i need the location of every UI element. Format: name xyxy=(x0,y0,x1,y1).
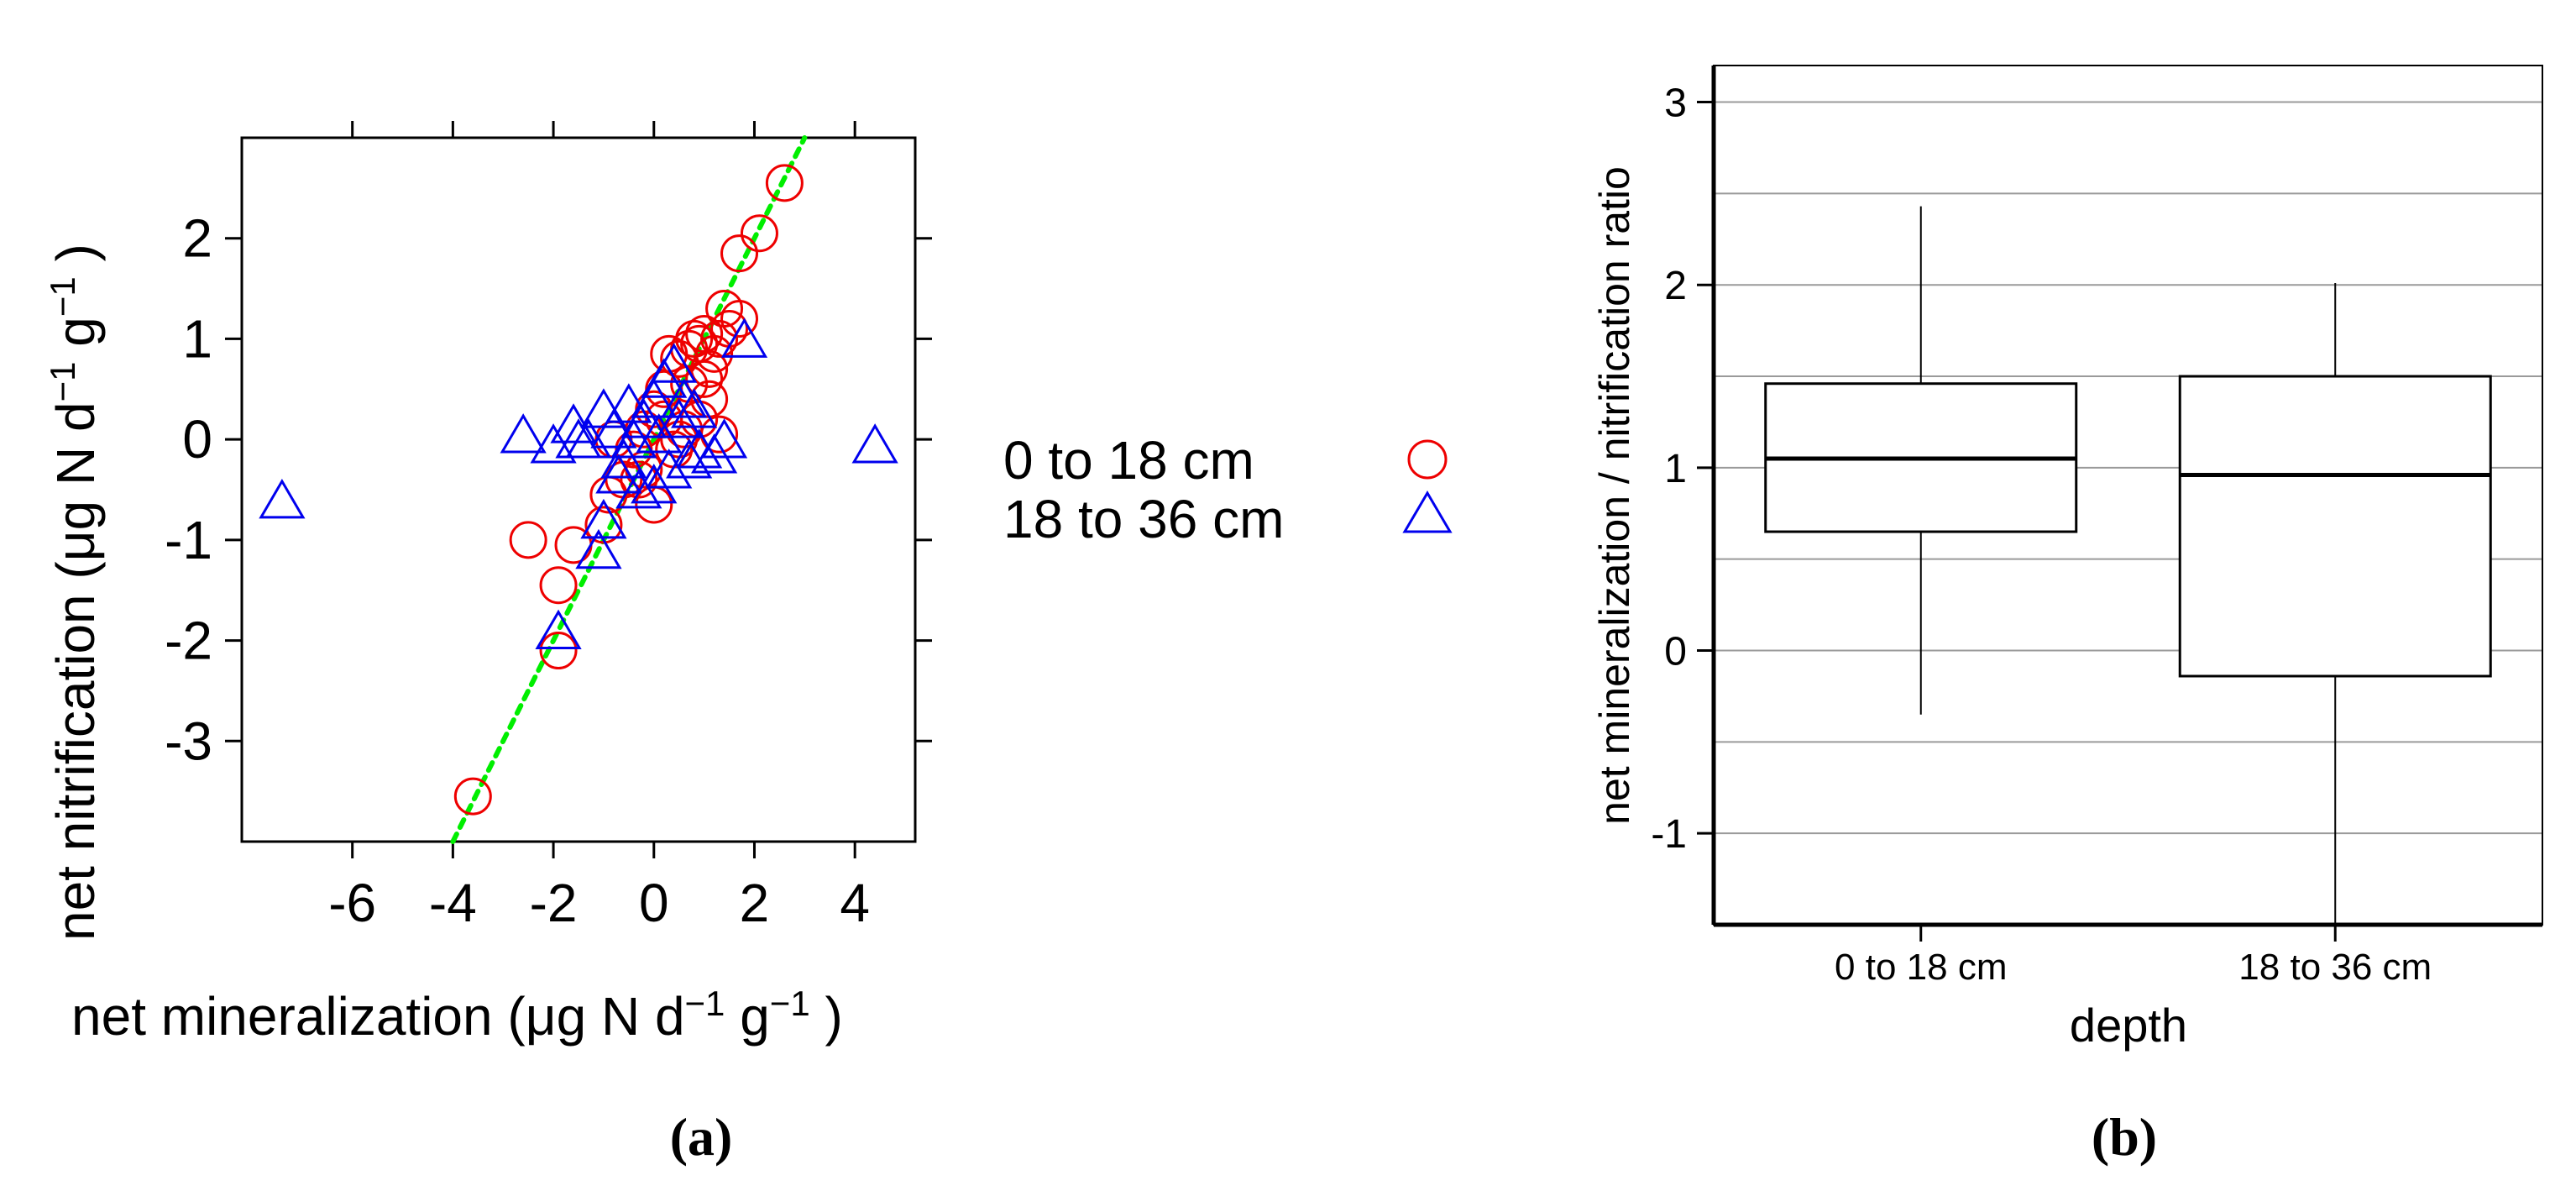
panel-b: -1 0 1 2 3 0 to 18 cm 18 to 36 cm depth net mi… xyxy=(1591,65,2543,1167)
point-circle xyxy=(635,485,673,524)
y-tick-label-b: 3 xyxy=(1664,81,1687,126)
scatter-points xyxy=(259,164,898,816)
y-tick-label-b: 2 xyxy=(1664,264,1687,308)
point-circle xyxy=(539,632,578,670)
point-triangle xyxy=(631,464,678,504)
tick-labels-b: -1 0 1 2 3 0 to 18 cm 18 to 36 cm xyxy=(1651,81,2432,988)
point-triangle xyxy=(851,423,898,464)
tick-labels-a: -6 -4 -2 0 2 4 -3 -2 -1 0 1 2 xyxy=(165,208,870,933)
point-circle xyxy=(720,234,759,273)
point-circle xyxy=(765,164,804,202)
box-iqr xyxy=(2178,375,2492,678)
y-tick-label-a: 0 xyxy=(182,409,212,470)
y-tick-label-b: -1 xyxy=(1651,812,1687,857)
y-tick-label-a: 1 xyxy=(182,308,212,369)
plot-frame-a xyxy=(240,136,917,843)
x-tick-label-a: -4 xyxy=(429,873,477,933)
point-circle xyxy=(620,460,658,499)
boxplots xyxy=(1764,206,2492,925)
panel-label-a: (a) xyxy=(670,1107,733,1167)
point-triangle xyxy=(720,317,768,358)
point-triangle xyxy=(595,454,642,494)
point-circle xyxy=(700,319,739,358)
y-tick-label-a: 2 xyxy=(182,208,212,269)
point-circle xyxy=(539,566,578,605)
legend-label-triangle: 18 to 36 cm xyxy=(1003,489,1284,549)
point-triangle xyxy=(555,418,602,459)
point-triangle xyxy=(500,413,547,454)
y-tick-label-b: 0 xyxy=(1664,630,1687,674)
point-triangle xyxy=(631,378,678,418)
point-triangle xyxy=(676,428,723,469)
point-triangle xyxy=(646,449,693,489)
x-tick-label-a: 4 xyxy=(840,873,870,933)
point-circle xyxy=(453,777,492,816)
point-circle xyxy=(509,521,547,559)
point-triangle xyxy=(535,609,582,649)
point-triangle xyxy=(259,478,306,519)
point-triangle xyxy=(600,438,647,479)
point-circle xyxy=(675,319,714,358)
tick-marks-a xyxy=(225,121,932,858)
legend-a: 0 to 18 cm 18 to 36 cm xyxy=(1003,430,1453,549)
panel-a: -6 -4 -2 0 2 4 -3 -2 -1 0 1 2 net mineralization (μ… xyxy=(43,121,1453,1167)
x-axis-title-a: net mineralization (μg N d−1 g−1 ) xyxy=(71,984,843,1047)
tick-marks-b xyxy=(1697,101,2337,942)
point-triangle xyxy=(671,388,718,428)
point-circle xyxy=(720,299,759,338)
x-tick-label-a: -6 xyxy=(328,873,376,933)
x-tick-label-b: 18 to 36 cm xyxy=(2238,947,2432,988)
point-circle xyxy=(740,214,778,253)
y-tick-label-a: -2 xyxy=(165,611,212,671)
point-triangle xyxy=(575,528,622,569)
legend-label-circle: 0 to 18 cm xyxy=(1003,430,1254,491)
point-triangle xyxy=(605,383,652,423)
x-tick-label-a: -2 xyxy=(530,873,578,933)
x-tick-label-a: 0 xyxy=(639,873,669,933)
panel-label-b: (b) xyxy=(2092,1107,2157,1167)
y-tick-label-b: 1 xyxy=(1664,447,1687,491)
point-circle xyxy=(710,309,749,348)
x-tick-label-a: 2 xyxy=(740,873,770,933)
y-tick-label-a: -3 xyxy=(165,711,212,771)
point-circle xyxy=(685,359,724,398)
legend-marker-triangle xyxy=(1402,491,1453,533)
point-triangle xyxy=(615,469,662,509)
point-triangle xyxy=(651,343,698,383)
y-axis-title-b: net mineralization / nitrification ratio xyxy=(1591,166,1638,825)
y-tick-label-a: -1 xyxy=(165,510,212,570)
boxplot-1 xyxy=(1764,206,2078,715)
point-triangle xyxy=(700,418,748,459)
point-triangle xyxy=(656,398,703,438)
point-triangle xyxy=(580,498,627,539)
boxplot-2 xyxy=(2178,283,2492,925)
point-triangle xyxy=(590,408,637,449)
point-circle xyxy=(690,349,729,388)
y-axis-title-a: net nitrification (μg N d−1 g−1 ) xyxy=(43,244,107,941)
point-triangle xyxy=(620,398,668,438)
point-triangle xyxy=(661,378,708,418)
x-axis-title-b: depth xyxy=(2070,999,2187,1052)
point-triangle xyxy=(636,413,683,454)
x-tick-label-b: 0 to 18 cm xyxy=(1835,947,2007,988)
legend-marker-circle xyxy=(1407,439,1448,480)
